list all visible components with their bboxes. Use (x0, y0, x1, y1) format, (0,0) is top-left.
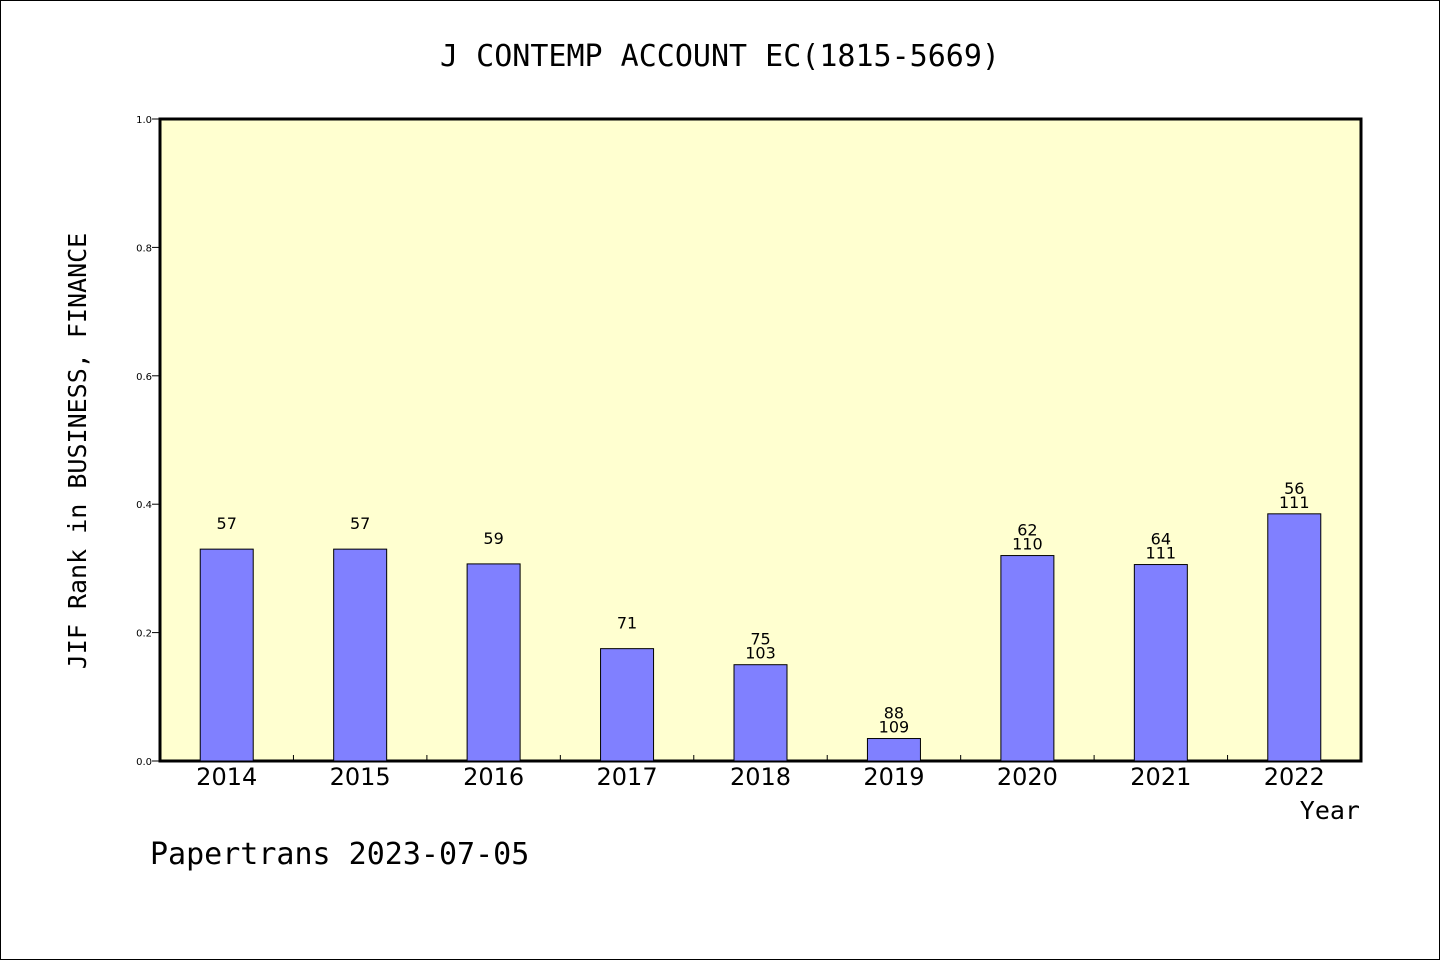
data-label-2020: 110 (1012, 535, 1043, 554)
y-tick-label: 0.0 (136, 757, 152, 768)
data-label-2019: 109 (879, 718, 910, 737)
y-axis-label: JIF Rank in BUSINESS, FINANCE (63, 233, 92, 670)
footer-credit: Papertrans 2023-07-05 (150, 837, 529, 872)
y-tick-label: 0.8 (136, 243, 152, 254)
x-tick-label-2021: 2021 (1130, 763, 1191, 791)
x-tick-label-2017: 2017 (597, 763, 658, 791)
y-axis-ticks: 0.0 0.2 0.4 0.6 0.8 1.0 (136, 115, 160, 768)
y-tick-label: 0.2 (136, 629, 152, 640)
data-label-2022: 111 (1279, 493, 1310, 512)
data-label-2021: 64 (1151, 530, 1171, 549)
y-tick-label: 1.0 (136, 115, 152, 126)
data-label-2016: 59 (483, 529, 503, 548)
x-tick-label-2019: 2019 (863, 763, 924, 791)
data-label-2021: 111 (1146, 544, 1177, 563)
bars (199, 513, 1322, 762)
x-tick-label-2022: 2022 (1264, 763, 1325, 791)
x-tick-label-2016: 2016 (463, 763, 524, 791)
x-tick-label-2020: 2020 (997, 763, 1058, 791)
data-label-2022: 56 (1284, 479, 1304, 498)
bar-2021 (1133, 564, 1188, 762)
bar-2017 (600, 648, 655, 762)
data-label-2015: 57 (350, 514, 370, 533)
bar-2018 (733, 664, 788, 762)
bar-2019 (866, 738, 921, 762)
bar-2020 (1000, 555, 1055, 762)
bar-2016 (466, 563, 521, 762)
data-label-2018: 75 (750, 630, 770, 649)
data-label-2018: 103 (745, 644, 776, 663)
bar-2015 (333, 548, 388, 762)
data-label-2017: 71 (617, 614, 637, 633)
data-label-2020: 62 (1017, 521, 1037, 540)
y-tick-label: 0.6 (136, 372, 152, 383)
x-tick-label-2015: 2015 (330, 763, 391, 791)
bar-2022 (1267, 513, 1322, 762)
chart-title: J CONTEMP ACCOUNT EC(1815-5669) (440, 39, 1000, 74)
bar-2014 (199, 548, 254, 762)
x-tick-label-2014: 2014 (196, 763, 257, 791)
y-tick-label: 0.4 (136, 500, 152, 511)
x-axis-label: Year (1300, 796, 1360, 825)
data-label-2019: 88 (884, 704, 904, 723)
x-axis-ticks: 2014 2015 2016 2017 2018 2019 2020 2021 2022 (196, 755, 1325, 791)
data-label-2014: 57 (217, 514, 237, 533)
x-tick-label-2018: 2018 (730, 763, 791, 791)
